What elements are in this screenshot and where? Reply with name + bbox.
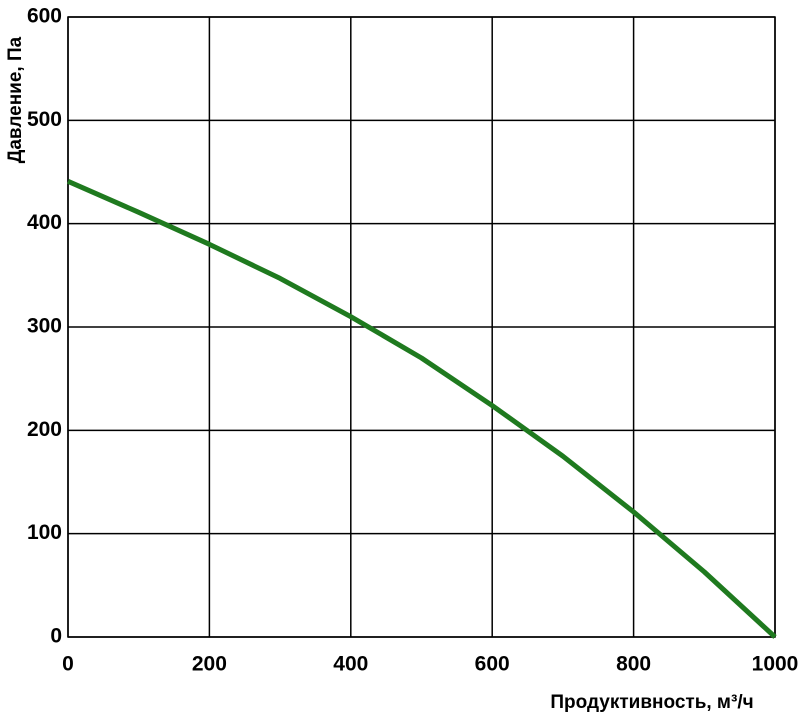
y-tick-label: 300 [27, 315, 62, 338]
x-tick-label: 1000 [752, 653, 799, 676]
curve [66, 179, 777, 639]
x-axis-title: Продуктивность, м³/ч [550, 692, 753, 713]
y-axis-title: Давление, Па [5, 36, 26, 163]
x-tick-label: 400 [333, 653, 368, 676]
x-tick-label: 200 [192, 653, 227, 676]
y-tick-label: 200 [27, 418, 62, 441]
y-tick-label: 500 [27, 108, 62, 131]
plot-frame [67, 16, 776, 638]
y-tick-label: 400 [27, 211, 62, 234]
y-tick-label: 600 [27, 5, 62, 28]
x-tick-label: 600 [475, 653, 510, 676]
y-tick-label: 100 [27, 521, 62, 544]
x-tick-label: 800 [616, 653, 651, 676]
x-tick-label: 0 [62, 653, 74, 676]
y-tick-label: 0 [50, 625, 62, 648]
